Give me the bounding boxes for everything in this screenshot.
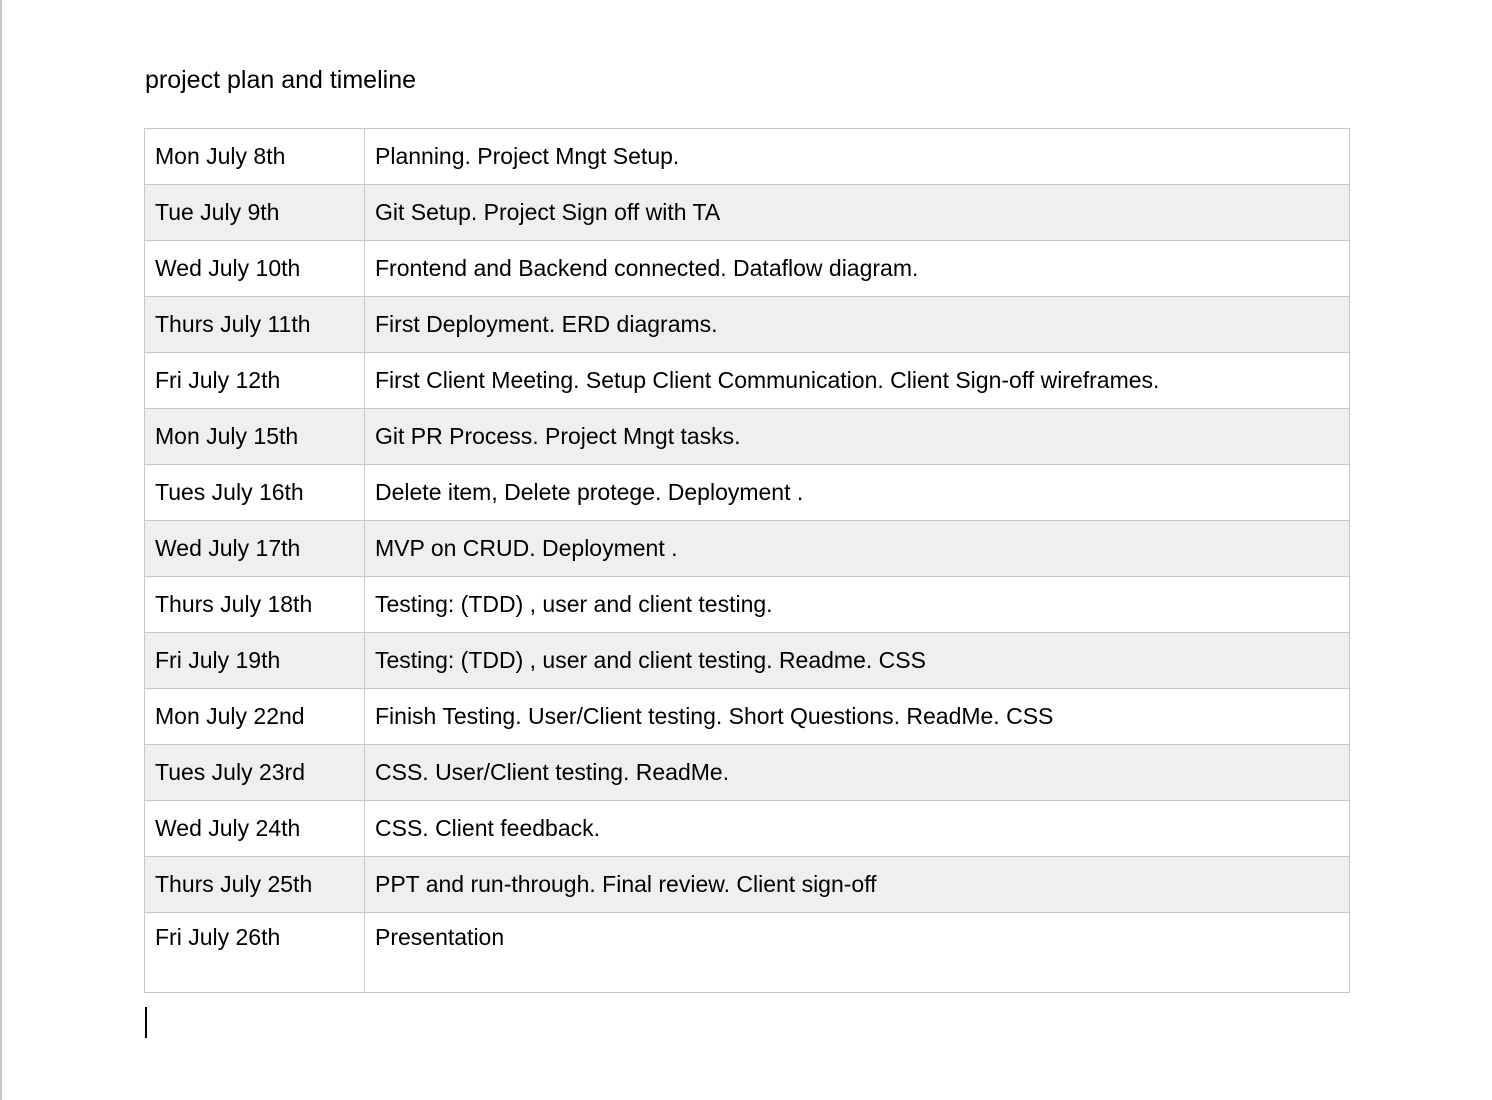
task-cell[interactable]: Testing: (TDD) , user and client testing… (364, 576, 1350, 633)
date-cell[interactable]: Mon July 22nd (144, 688, 365, 745)
date-cell[interactable]: Thurs July 25th (144, 856, 365, 913)
timeline-table[interactable]: Mon July 8th Planning. Project Mngt Setu… (144, 128, 1350, 993)
task-cell[interactable]: Git Setup. Project Sign off with TA (364, 184, 1350, 241)
table-row: Thurs July 11th First Deployment. ERD di… (144, 296, 1350, 353)
table-row: Thurs July 25th PPT and run-through. Fin… (144, 856, 1350, 913)
table-row: Tues July 16th Delete item, Delete prote… (144, 464, 1350, 521)
date-cell[interactable]: Fri July 12th (144, 352, 365, 409)
table-row: Fri July 26th Presentation (144, 912, 1350, 993)
date-cell[interactable]: Tue July 9th (144, 184, 365, 241)
task-cell[interactable]: Git PR Process. Project Mngt tasks. (364, 408, 1350, 465)
task-cell[interactable]: First Client Meeting. Setup Client Commu… (364, 352, 1350, 409)
date-cell[interactable]: Thurs July 18th (144, 576, 365, 633)
date-cell[interactable]: Fri July 19th (144, 632, 365, 689)
task-cell[interactable]: MVP on CRUD. Deployment . (364, 520, 1350, 577)
table-row: Mon July 15th Git PR Process. Project Mn… (144, 408, 1350, 465)
task-cell[interactable]: Delete item, Delete protege. Deployment … (364, 464, 1350, 521)
date-cell[interactable]: Mon July 8th (144, 128, 365, 185)
date-cell[interactable]: Fri July 26th (144, 912, 365, 993)
table-row: Fri July 12th First Client Meeting. Setu… (144, 352, 1350, 409)
task-cell[interactable]: Finish Testing. User/Client testing. Sho… (364, 688, 1350, 745)
date-cell[interactable]: Thurs July 11th (144, 296, 365, 353)
table-row: Tues July 23rd CSS. User/Client testing.… (144, 744, 1350, 801)
table-row: Fri July 19th Testing: (TDD) , user and … (144, 632, 1350, 689)
table-row: Tue July 9th Git Setup. Project Sign off… (144, 184, 1350, 241)
table-row: Wed July 24th CSS. Client feedback. (144, 800, 1350, 857)
date-cell[interactable]: Tues July 16th (144, 464, 365, 521)
task-cell[interactable]: CSS. User/Client testing. ReadMe. (364, 744, 1350, 801)
table-row: Mon July 22nd Finish Testing. User/Clien… (144, 688, 1350, 745)
date-cell[interactable]: Wed July 10th (144, 240, 365, 297)
table-row: Thurs July 18th Testing: (TDD) , user an… (144, 576, 1350, 633)
table-row: Mon July 8th Planning. Project Mngt Setu… (144, 128, 1350, 185)
date-cell[interactable]: Mon July 15th (144, 408, 365, 465)
table-row: Wed July 10th Frontend and Backend conne… (144, 240, 1350, 297)
date-cell[interactable]: Tues July 23rd (144, 744, 365, 801)
task-cell[interactable]: Testing: (TDD) , user and client testing… (364, 632, 1350, 689)
task-cell[interactable]: CSS. Client feedback. (364, 800, 1350, 857)
text-cursor (145, 1007, 147, 1038)
document-title[interactable]: project plan and timeline (145, 66, 416, 94)
task-cell[interactable]: PPT and run-through. Final review. Clien… (364, 856, 1350, 913)
table-row: Wed July 17th MVP on CRUD. Deployment . (144, 520, 1350, 577)
task-cell[interactable]: Frontend and Backend connected. Dataflow… (364, 240, 1350, 297)
date-cell[interactable]: Wed July 17th (144, 520, 365, 577)
task-cell[interactable]: First Deployment. ERD diagrams. (364, 296, 1350, 353)
page-left-edge (0, 0, 2, 1100)
task-cell[interactable]: Presentation (364, 912, 1350, 993)
date-cell[interactable]: Wed July 24th (144, 800, 365, 857)
task-cell[interactable]: Planning. Project Mngt Setup. (364, 128, 1350, 185)
